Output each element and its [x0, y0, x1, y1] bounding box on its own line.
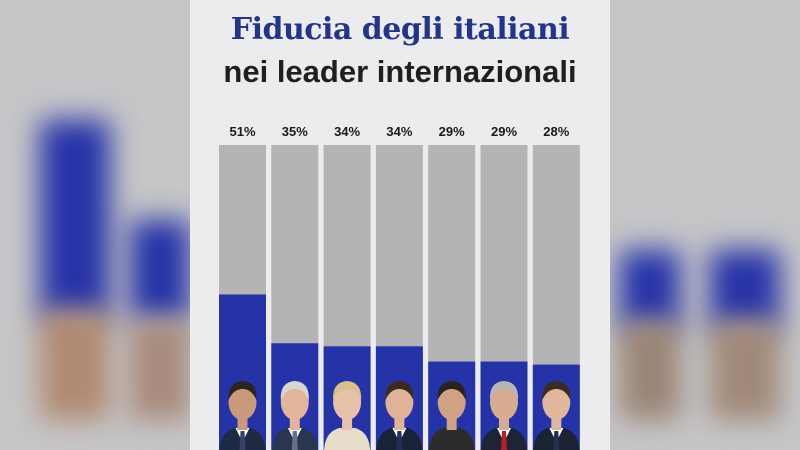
chart-subtitle: nei leader internazionali: [223, 54, 577, 89]
bar-value-label: 28%: [543, 124, 569, 139]
bar-value-label: 35%: [282, 124, 308, 139]
bar-value-label: 51%: [229, 124, 255, 139]
blurred-face-right-1: [620, 320, 680, 420]
leader-portrait-5-icon: [428, 381, 475, 450]
blurred-face-right-2: [710, 320, 780, 420]
blurred-bar-right-2: [710, 250, 780, 330]
bar-chart: 51% 35% 34% 34% 29% 29% 28%: [219, 124, 580, 450]
leader-portrait-6-icon: [481, 381, 527, 450]
blurred-bar-left-1: [40, 120, 110, 320]
leader-portrait-1-icon: [219, 381, 266, 450]
leader-portrait-3-icon: [324, 381, 371, 450]
blurred-bar-right-1: [620, 250, 680, 330]
blurred-backdrop-right: [610, 0, 800, 450]
blurred-backdrop-left: [0, 0, 190, 450]
bar-value-label: 34%: [334, 124, 360, 139]
leader-portrait-4-icon: [376, 381, 423, 450]
leader-portrait-7-icon: [533, 381, 580, 450]
bar-value-label: 29%: [491, 124, 517, 139]
leader-portrait-2-icon: [271, 381, 318, 450]
blurred-face-left-1: [40, 310, 110, 420]
bar-value-label: 34%: [386, 124, 412, 139]
blurred-face-left-2: [130, 320, 190, 420]
infographic-card: Fiducia degli italiani nei leader intern…: [190, 0, 610, 450]
blurred-bar-left-2: [130, 220, 190, 320]
chart-title: Fiducia degli italiani: [230, 12, 570, 47]
bar-value-label: 29%: [439, 124, 465, 139]
